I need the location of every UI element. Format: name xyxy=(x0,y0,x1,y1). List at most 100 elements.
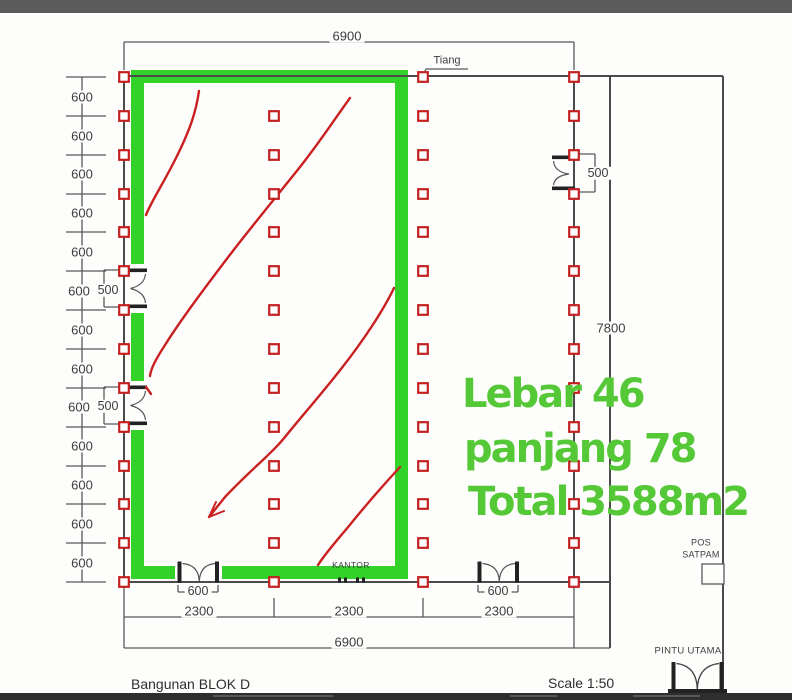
column-marker xyxy=(417,226,429,238)
pintu-utama-label: PINTU UTAMA xyxy=(654,645,722,657)
column-marker xyxy=(118,304,130,316)
column-marker xyxy=(118,110,130,122)
column-marker xyxy=(268,537,280,549)
dim-bottom-total: 6900 xyxy=(331,635,367,649)
dim-left-600: 600 xyxy=(68,129,96,143)
column-marker xyxy=(417,382,429,394)
dim-door-500: 500 xyxy=(94,284,122,297)
dim-left-600: 600 xyxy=(68,556,96,570)
door-patches xyxy=(124,264,522,581)
column-marker xyxy=(417,498,429,510)
column-marker xyxy=(118,343,130,355)
dim-door-500: 500 xyxy=(584,167,612,180)
column-marker xyxy=(417,421,429,433)
dim-span-2300: 2300 xyxy=(331,604,367,618)
column-marker xyxy=(417,188,429,200)
column-marker xyxy=(568,110,580,122)
dim-door-500: 500 xyxy=(94,400,122,413)
column-marker xyxy=(568,498,580,510)
dim-door-600: 600 xyxy=(484,585,512,598)
column-marker xyxy=(568,421,580,433)
dim-left-600: 600 xyxy=(68,478,96,492)
column-marker xyxy=(417,149,429,161)
bottom-status-bar xyxy=(0,693,792,700)
column-marker xyxy=(268,421,280,433)
top-status-bar xyxy=(0,0,792,13)
door-symbols xyxy=(124,155,727,693)
column-marker xyxy=(118,226,130,238)
column-marker xyxy=(417,537,429,549)
column-marker xyxy=(118,265,130,277)
column-marker xyxy=(118,71,130,83)
bottom-bar-artifact xyxy=(213,695,333,697)
column-marker xyxy=(568,226,580,238)
dimension-lines xyxy=(66,41,725,649)
drawing-scale: Scale 1:50 xyxy=(548,675,615,691)
pos-satpam-label-line1: POS xyxy=(691,537,711,548)
dim-side-total: 7800 xyxy=(593,321,629,335)
column-marker xyxy=(568,265,580,277)
tiang-label: Tiang xyxy=(433,54,461,67)
column-marker xyxy=(118,421,130,433)
drawing-title: Bangunan BLOK D xyxy=(131,676,251,692)
dim-top-total: 6900 xyxy=(329,29,365,43)
column-marker xyxy=(417,304,429,316)
column-marker xyxy=(268,226,280,238)
column-marker xyxy=(268,343,280,355)
annotation-lebar: Lebar 46 xyxy=(462,371,646,417)
column-marker xyxy=(118,576,130,588)
column-marker xyxy=(118,498,130,510)
dim-left-600: 600 xyxy=(65,284,93,298)
dim-left-600: 600 xyxy=(68,90,96,104)
dim-left-600: 600 xyxy=(68,517,96,531)
dim-left-600: 600 xyxy=(68,206,96,220)
dim-left-600: 600 xyxy=(68,439,96,453)
column-marker xyxy=(268,149,280,161)
dim-left-600: 600 xyxy=(68,362,96,376)
annotation-panjang: panjang 78 xyxy=(464,426,698,472)
column-marker xyxy=(568,149,580,161)
column-marker xyxy=(417,265,429,277)
column-marker xyxy=(268,576,280,588)
red-curves xyxy=(144,89,402,567)
column-marker xyxy=(118,460,130,472)
column-marker xyxy=(417,110,429,122)
column-marker xyxy=(568,343,580,355)
kantor-label: KANTOR xyxy=(332,559,370,570)
dim-span-2300: 2300 xyxy=(481,604,517,618)
column-marker xyxy=(118,537,130,549)
column-marker xyxy=(417,576,429,588)
column-marker xyxy=(568,188,580,200)
column-marker xyxy=(417,460,429,472)
column-marker xyxy=(268,460,280,472)
column-marker xyxy=(417,71,429,83)
bottom-bar-artifact xyxy=(633,695,700,697)
column-marker xyxy=(268,110,280,122)
dim-door-600: 600 xyxy=(184,585,212,598)
column-marker xyxy=(268,498,280,510)
column-marker xyxy=(268,382,280,394)
column-markers-layer xyxy=(118,71,580,588)
column-marker xyxy=(118,382,130,394)
column-marker xyxy=(568,460,580,472)
dim-left-600: 600 xyxy=(68,323,96,337)
column-marker xyxy=(118,149,130,161)
annotation-total: Total 3588m2 xyxy=(468,479,750,525)
column-marker xyxy=(568,382,580,394)
column-marker xyxy=(118,188,130,200)
column-marker xyxy=(568,304,580,316)
column-marker xyxy=(268,304,280,316)
dim-span-2300: 2300 xyxy=(181,604,217,618)
dim-left-600: 600 xyxy=(68,245,96,259)
column-marker xyxy=(417,343,429,355)
pos-satpam-label-line2: SATPAM xyxy=(682,549,720,560)
column-marker xyxy=(568,537,580,549)
column-marker xyxy=(268,265,280,277)
dim-left-600: 600 xyxy=(68,167,96,181)
column-marker xyxy=(268,188,280,200)
dim-left-600: 600 xyxy=(65,400,93,414)
column-marker xyxy=(568,71,580,83)
bottom-bar-artifact xyxy=(510,695,557,697)
